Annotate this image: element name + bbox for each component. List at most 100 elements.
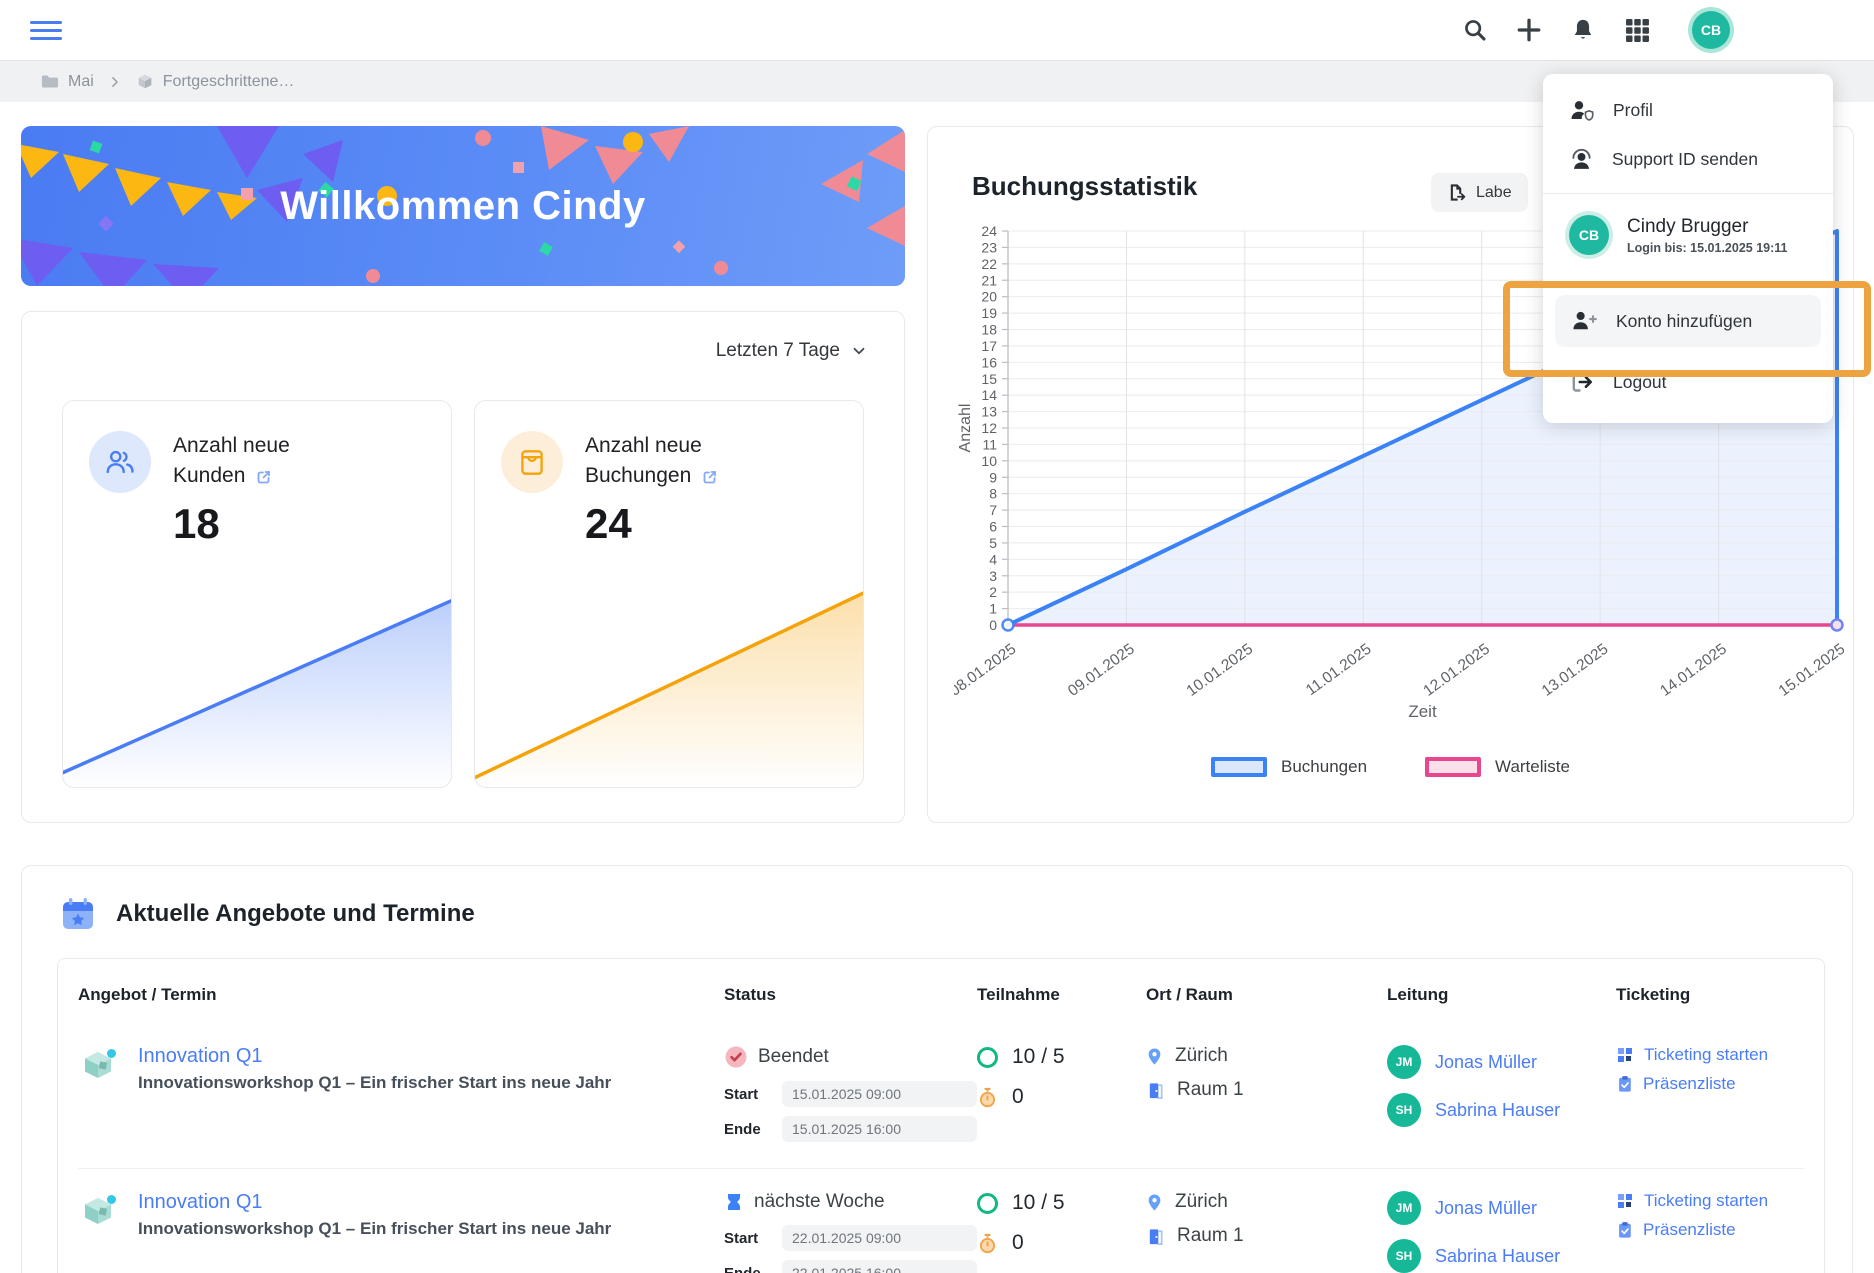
stat-card-kunden: Anzahl neue Kunden 18 [62,400,452,788]
start-label: Start [724,1085,759,1103]
end-label: Ende [724,1264,761,1273]
leader-name-link[interactable]: Jonas Müller [1435,1197,1538,1218]
menu-item-label: Profil [1613,100,1653,120]
svg-text:7: 7 [989,502,997,518]
menu-item-logout[interactable]: Logout [1543,357,1833,407]
add-icon[interactable] [1516,17,1542,43]
participants-ring-icon [977,1046,998,1068]
svg-text:3: 3 [989,568,997,584]
svg-text:11.01.2025: 11.01.2025 [1303,640,1375,699]
start-label: Start [724,1229,759,1247]
svg-text:19: 19 [981,305,997,321]
user-login-info: Login bis: 15.01.2025 19:11 [1627,240,1788,255]
col-angebot: Angebot / Termin [78,985,217,1004]
table-header-row: Angebot / Termin Status Teilnahme Ort / … [78,959,1804,1023]
offer-cube-icon [85,1049,116,1078]
svg-text:15.01.2025: 15.01.2025 [1776,640,1844,699]
waitlist-stopwatch-icon [979,1233,996,1253]
confetti-decoration [21,126,905,286]
start-chip: 15.01.2025 09:00 [782,1081,977,1107]
leader: JM Jonas Müller [1387,1045,1616,1079]
svg-text:16: 16 [981,354,997,370]
bookings-bag-icon [501,431,563,493]
user-avatar[interactable]: CB [1692,11,1730,49]
svg-text:10: 10 [981,453,997,469]
leader-name-link[interactable]: Sabrina Hauser [1435,1099,1561,1120]
leader-name-link[interactable]: Jonas Müller [1435,1051,1538,1072]
legend-warteliste: Warteliste [1425,757,1570,777]
attendance-list-link[interactable]: Präsenzliste [1616,1220,1804,1240]
stat-value-buchungen: 24 [585,499,632,547]
status-finished-icon [725,1046,747,1068]
svg-text:12.01.2025: 12.01.2025 [1420,640,1493,699]
menu-item-support-id[interactable]: Support ID senden [1543,135,1833,184]
welcome-banner: Willkommen Cindy [21,126,905,286]
menu-icon[interactable] [30,16,62,45]
leader-name-link[interactable]: Sabrina Hauser [1435,1245,1561,1266]
status-label: nächste Woche [754,1191,885,1212]
label-export-button[interactable]: Labe [1431,173,1528,212]
menu-divider [1543,193,1833,194]
offers-section: Aktuelle Angebote und Termine Angebot / … [21,865,1853,1273]
location-room: Raum 1 [1177,1225,1244,1246]
breadcrumb-item-label: Fortgeschrittene… [162,72,295,90]
ticketing-start-link[interactable]: Ticketing starten [1616,1045,1804,1065]
svg-text:11: 11 [982,436,997,452]
status-label: Beendet [758,1046,829,1067]
col-status: Status [724,985,776,1004]
menu-item-add-account[interactable]: Konto hinzufügen [1555,295,1821,347]
table-row: Innovation Q1 Innovationsworkshop Q1 – E… [78,1168,1804,1273]
main-content: Willkommen Cindy Letzten 7 Tage [0,102,1874,823]
person-plus-icon [1573,311,1597,330]
svg-text:14.01.2025: 14.01.2025 [1657,640,1730,699]
attendance-list-label: Präsenzliste [1643,1220,1736,1239]
attendance-list-link[interactable]: Präsenzliste [1616,1074,1804,1094]
external-link-icon[interactable] [255,468,272,485]
svg-text:1: 1 [989,601,997,617]
svg-text:21: 21 [981,272,997,288]
external-link-icon[interactable] [701,468,718,485]
svg-text:09.01.2025: 09.01.2025 [1065,640,1138,699]
svg-text:Anzahl: Anzahl [957,404,974,453]
svg-text:14: 14 [981,387,997,403]
svg-text:2: 2 [989,584,997,600]
logout-icon [1572,372,1592,392]
cube-icon [138,74,152,88]
svg-text:13.01.2025: 13.01.2025 [1539,640,1612,699]
profile-icon [1571,101,1594,121]
leader-avatar: JM [1387,1045,1421,1079]
offers-table: Angebot / Termin Status Teilnahme Ort / … [57,958,1825,1273]
offer-title-link[interactable]: Innovation Q1 [138,1045,263,1067]
ticketing-icon [1618,1048,1632,1062]
ticketing-start-link[interactable]: Ticketing starten [1616,1191,1804,1211]
offer-title-link[interactable]: Innovation Q1 [138,1191,263,1213]
legend-label: Buchungen [1281,757,1368,776]
svg-text:22: 22 [981,256,997,272]
breadcrumb-item[interactable]: Fortgeschrittene… [136,72,295,91]
col-leitung: Leitung [1387,985,1449,1004]
menu-item-profil[interactable]: Profil [1543,86,1833,135]
svg-text:18: 18 [981,322,997,338]
stat-title-line1: Anzahl neue [585,434,702,457]
svg-text:17: 17 [981,338,997,354]
apps-grid-icon[interactable] [1624,17,1650,43]
start-chip: 22.01.2025 09:00 [782,1225,977,1251]
menu-current-user[interactable]: CB Cindy Brugger Login bis: 15.01.2025 1… [1543,203,1833,269]
chart-title: Buchungsstatistik [972,171,1198,201]
notifications-bell-icon[interactable] [1570,17,1596,43]
end-chip: 22.01.2025 16:00 [782,1260,977,1273]
breadcrumb-folder[interactable]: Mai [40,72,94,91]
svg-text:20: 20 [981,289,997,305]
booking-statistics-card: Buchungsstatistik Labe 0 1 2 3 4 5 6 7 8 9 10 11 12 1… [927,126,1854,823]
waitlist-count: 0 [1012,1085,1024,1108]
leader: SH Sabrina Hauser [1387,1239,1616,1273]
time-range-filter[interactable]: Letzten 7 Tage [716,340,868,362]
svg-text:8: 8 [989,486,997,502]
search-icon[interactable] [1462,17,1488,43]
clipboard-check-icon [1619,1076,1631,1092]
time-range-label: Letzten 7 Tage [715,340,840,361]
status-upcoming-hourglass-icon [728,1194,740,1210]
ticketing-icon [1618,1194,1632,1208]
stat-title-line2: Buchungen [585,464,692,488]
topbar-actions: CB [1462,11,1730,49]
